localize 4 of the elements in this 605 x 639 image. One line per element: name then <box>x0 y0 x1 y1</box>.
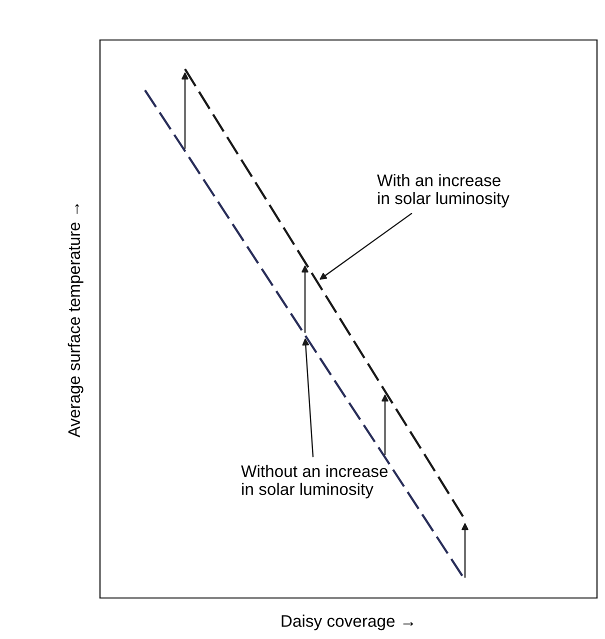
annotation: With an increase in solar luminosity <box>377 174 510 208</box>
annotation: Without an increase in solar luminosity <box>241 464 388 498</box>
x-axis-title: Daisy coverage → <box>282 614 414 630</box>
y-axis-title: Average surface temperature → <box>68 204 84 438</box>
